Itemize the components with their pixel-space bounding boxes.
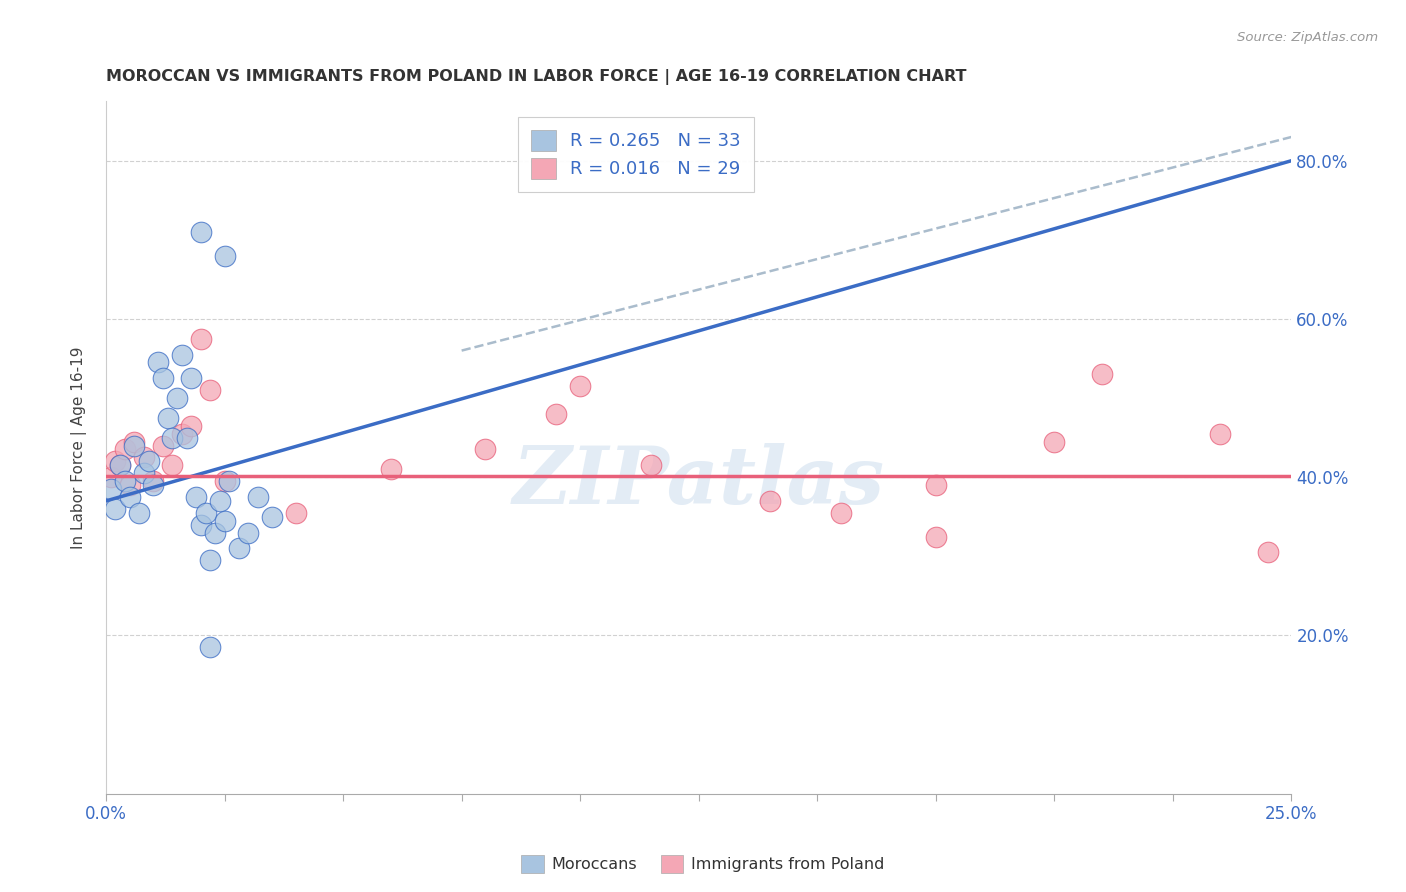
Point <box>176 431 198 445</box>
Point <box>104 501 127 516</box>
Point <box>114 474 136 488</box>
Point <box>214 474 236 488</box>
Legend: R = 0.265   N = 33, R = 0.016   N = 29: R = 0.265 N = 33, R = 0.016 N = 29 <box>517 118 754 192</box>
Point <box>100 470 122 484</box>
Point <box>138 454 160 468</box>
Point <box>118 478 141 492</box>
Point <box>474 442 496 457</box>
Point <box>194 506 217 520</box>
Point <box>110 458 132 473</box>
Point <box>200 553 222 567</box>
Point <box>228 541 250 556</box>
Point <box>759 494 782 508</box>
Point <box>214 249 236 263</box>
Point <box>110 458 132 473</box>
Point <box>569 379 592 393</box>
Point <box>200 383 222 397</box>
Point <box>184 490 207 504</box>
Point <box>170 426 193 441</box>
Point <box>152 371 174 385</box>
Text: MOROCCAN VS IMMIGRANTS FROM POLAND IN LABOR FORCE | AGE 16-19 CORRELATION CHART: MOROCCAN VS IMMIGRANTS FROM POLAND IN LA… <box>105 69 966 85</box>
Point <box>546 407 568 421</box>
Point <box>180 418 202 433</box>
Y-axis label: In Labor Force | Age 16-19: In Labor Force | Age 16-19 <box>72 346 87 549</box>
Point <box>170 347 193 361</box>
Point <box>640 458 662 473</box>
Point <box>142 478 165 492</box>
Point <box>190 225 212 239</box>
Point <box>146 355 169 369</box>
Point <box>830 506 852 520</box>
Point <box>142 474 165 488</box>
Point <box>166 391 188 405</box>
Point <box>132 467 155 481</box>
Point <box>1091 368 1114 382</box>
Point <box>114 442 136 457</box>
Point <box>162 458 184 473</box>
Point <box>124 438 146 452</box>
Point <box>214 514 236 528</box>
Point <box>156 410 179 425</box>
Point <box>204 525 226 540</box>
Point <box>238 525 260 540</box>
Point <box>1043 434 1066 449</box>
Text: ZIPatlas: ZIPatlas <box>513 443 884 521</box>
Point <box>246 490 269 504</box>
Point <box>180 371 202 385</box>
Point <box>104 454 127 468</box>
Point <box>208 494 231 508</box>
Legend: Moroccans, Immigrants from Poland: Moroccans, Immigrants from Poland <box>515 848 891 880</box>
Point <box>190 332 212 346</box>
Point <box>200 640 222 655</box>
Point <box>260 509 283 524</box>
Point <box>118 490 141 504</box>
Point <box>152 438 174 452</box>
Point <box>124 434 146 449</box>
Point <box>100 482 122 496</box>
Point <box>925 529 948 543</box>
Point <box>162 431 184 445</box>
Point <box>218 474 240 488</box>
Point <box>284 506 307 520</box>
Point <box>1257 545 1279 559</box>
Point <box>1209 426 1232 441</box>
Point <box>190 517 212 532</box>
Point <box>128 506 150 520</box>
Text: Source: ZipAtlas.com: Source: ZipAtlas.com <box>1237 31 1378 45</box>
Point <box>380 462 402 476</box>
Point <box>925 478 948 492</box>
Point <box>132 450 155 465</box>
